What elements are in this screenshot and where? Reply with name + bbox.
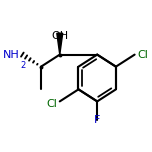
Text: Cl: Cl — [137, 50, 148, 60]
Text: 2: 2 — [20, 61, 26, 70]
Text: Cl: Cl — [46, 99, 57, 109]
Text: OH: OH — [51, 31, 68, 41]
Text: NH: NH — [3, 50, 20, 60]
Polygon shape — [57, 33, 63, 55]
Text: F: F — [94, 115, 100, 125]
